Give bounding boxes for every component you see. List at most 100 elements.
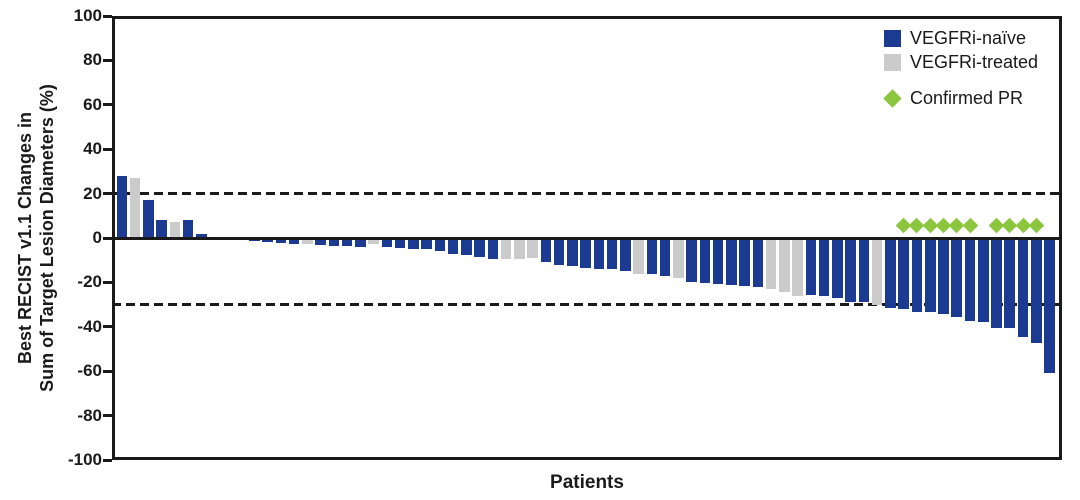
- patient-bar-naive: [726, 239, 737, 285]
- patient-bar-naive: [951, 239, 963, 318]
- y-tick-label: 80: [83, 50, 102, 70]
- zero-baseline: [112, 236, 1062, 240]
- legend-item-vegfri-treated: VEGFRi-treated: [884, 52, 1038, 73]
- patient-bar-naive: [461, 239, 472, 256]
- y-tick-mark: [103, 236, 112, 240]
- legend-item-vegfri-naive: VEGFRi-naïve: [884, 28, 1038, 49]
- legend-label: VEGFRi-naïve: [910, 28, 1027, 48]
- patient-bar-naive: [275, 239, 287, 243]
- patient-bar-naive: [328, 239, 340, 247]
- patient-bar-naive: [182, 220, 194, 238]
- treated-swatch-icon: [884, 54, 901, 71]
- y-tick-mark: [103, 458, 112, 462]
- y-tick-label: -80: [77, 405, 102, 425]
- legend-label: Confirmed PR: [910, 88, 1024, 108]
- patient-bar-treated: [792, 239, 803, 297]
- patient-bar-naive: [262, 239, 273, 242]
- patient-bar-treated: [129, 178, 141, 238]
- patient-bar-naive: [686, 239, 697, 282]
- patient-bar-naive: [196, 233, 207, 238]
- patient-bar-naive: [898, 239, 909, 310]
- patient-bar-naive: [143, 200, 154, 238]
- y-tick-mark: [103, 58, 112, 62]
- patient-bar-naive: [964, 239, 976, 321]
- patient-bar-treated: [302, 239, 313, 244]
- patient-bar-treated: [871, 239, 883, 305]
- patient-bar-naive: [447, 239, 459, 254]
- y-tick-mark: [103, 103, 112, 107]
- patient-bar-naive: [1004, 239, 1016, 329]
- legend-item-confirmed-pr: Confirmed PR: [883, 88, 1038, 109]
- patient-bar-naive: [832, 239, 843, 299]
- legend-label: VEGFRi-treated: [910, 52, 1039, 72]
- x-axis-title: Patients: [550, 472, 624, 493]
- patient-bar-naive: [606, 239, 618, 270]
- y-tick-label: 40: [83, 139, 102, 159]
- y-tick-mark: [103, 14, 112, 18]
- patient-bar-treated: [500, 239, 512, 260]
- patient-bar-naive: [315, 239, 326, 246]
- patient-bar-naive: [659, 239, 671, 277]
- y-tick-mark: [103, 147, 112, 151]
- patient-bar-naive: [924, 239, 936, 312]
- patient-bar-naive: [699, 239, 711, 283]
- naive-swatch-icon: [884, 30, 901, 47]
- y-tick-label: 100: [73, 6, 102, 25]
- y-tick-label: 0: [92, 228, 102, 247]
- patient-bar-naive: [408, 239, 419, 250]
- patient-bar-naive: [116, 175, 128, 238]
- patient-bar-naive: [567, 239, 578, 267]
- patient-bar-naive: [421, 239, 432, 250]
- patient-bar-treated: [527, 239, 538, 259]
- patient-bar-naive: [805, 239, 817, 295]
- patient-bar-naive: [156, 220, 167, 238]
- patient-bar-naive: [580, 239, 591, 269]
- y-tick-label: -40: [77, 316, 102, 336]
- patient-bar-naive: [1017, 239, 1029, 338]
- patient-bar-naive: [553, 239, 565, 266]
- y-tick-mark: [103, 325, 112, 329]
- y-tick-mark: [103, 280, 112, 284]
- y-tick-label: -20: [77, 272, 102, 292]
- patient-bar-treated: [514, 239, 525, 260]
- patient-bar-naive: [977, 239, 989, 322]
- patient-bar-treated: [779, 239, 790, 292]
- patient-bar-naive: [752, 239, 764, 288]
- y-tick-label: 20: [83, 183, 102, 203]
- patient-bar-naive: [341, 239, 353, 247]
- patient-bar-naive: [288, 239, 300, 244]
- y-tick-label: -60: [77, 361, 102, 381]
- y-tick-mark: [103, 414, 112, 418]
- y-tick-label: 60: [83, 94, 102, 114]
- patient-bar-naive: [1030, 239, 1042, 343]
- patient-bar-treated: [368, 239, 379, 244]
- y-tick-mark: [103, 369, 112, 373]
- patient-bar-naive: [474, 239, 485, 258]
- confirmed-pr-diamond-icon: [883, 89, 902, 108]
- patient-bar-naive: [1044, 239, 1055, 373]
- patient-bar-naive: [381, 239, 393, 248]
- patient-bar-naive: [845, 239, 856, 302]
- patient-bar-naive: [712, 239, 724, 284]
- patient-bar-naive: [249, 239, 260, 241]
- patient-bar-naive: [739, 239, 750, 287]
- reference-line: [112, 192, 1062, 196]
- patient-bar-naive: [593, 239, 605, 270]
- patient-bar-naive: [646, 239, 658, 274]
- patient-bar-naive: [911, 239, 923, 312]
- patient-bar-naive: [355, 239, 366, 248]
- patient-bar-naive: [434, 239, 446, 251]
- reference-line: [112, 303, 1062, 307]
- patient-bar-treated: [765, 239, 777, 290]
- patient-bar-naive: [818, 239, 830, 297]
- patient-bar-naive: [858, 239, 870, 302]
- patient-bar-naive: [394, 239, 406, 249]
- y-tick-mark: [103, 192, 112, 196]
- patient-bar-treated: [673, 239, 684, 279]
- y-axis-title-line1: Best RECIST v1.1 Changes in: [15, 111, 35, 365]
- patient-bar-treated: [633, 239, 644, 274]
- patient-bar-naive: [991, 239, 1002, 329]
- y-tick-label: -100: [67, 450, 102, 469]
- patient-bar-naive: [487, 239, 499, 260]
